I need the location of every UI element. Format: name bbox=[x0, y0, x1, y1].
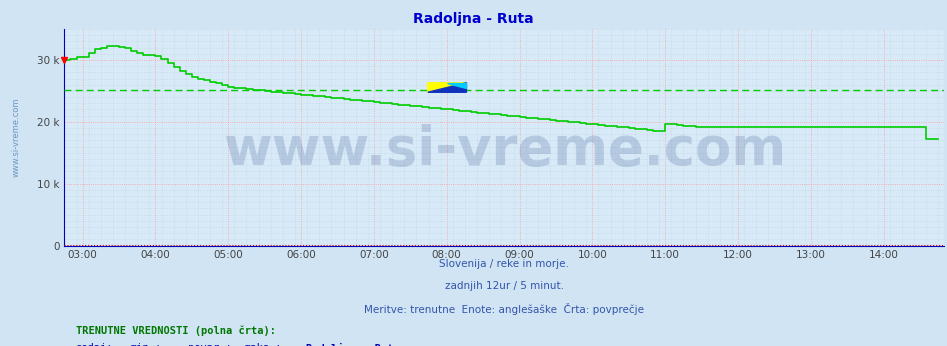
Text: Radoljna - Ruta: Radoljna - Ruta bbox=[413, 12, 534, 26]
Text: sedaj:: sedaj: bbox=[76, 343, 114, 346]
Text: zadnjih 12ur / 5 minut.: zadnjih 12ur / 5 minut. bbox=[445, 281, 563, 291]
Text: TRENUTNE VREDNOSTI (polna črta):: TRENUTNE VREDNOSTI (polna črta): bbox=[76, 325, 276, 336]
Polygon shape bbox=[428, 83, 467, 92]
Text: Slovenija / reke in morje.: Slovenija / reke in morje. bbox=[439, 260, 569, 270]
Text: maks.:: maks.: bbox=[244, 343, 282, 346]
Polygon shape bbox=[428, 83, 467, 92]
Polygon shape bbox=[447, 83, 467, 88]
Text: min.:: min.: bbox=[131, 343, 162, 346]
Text: www.si-vreme.com: www.si-vreme.com bbox=[11, 98, 21, 177]
Text: www.si-vreme.com: www.si-vreme.com bbox=[223, 124, 786, 176]
Text: Meritve: trenutne  Enote: anglešaške  Črta: povprečje: Meritve: trenutne Enote: anglešaške Črta… bbox=[365, 303, 644, 315]
Text: Radoljna - Ruta: Radoljna - Ruta bbox=[306, 343, 400, 346]
Text: povpr.:: povpr.: bbox=[188, 343, 231, 346]
